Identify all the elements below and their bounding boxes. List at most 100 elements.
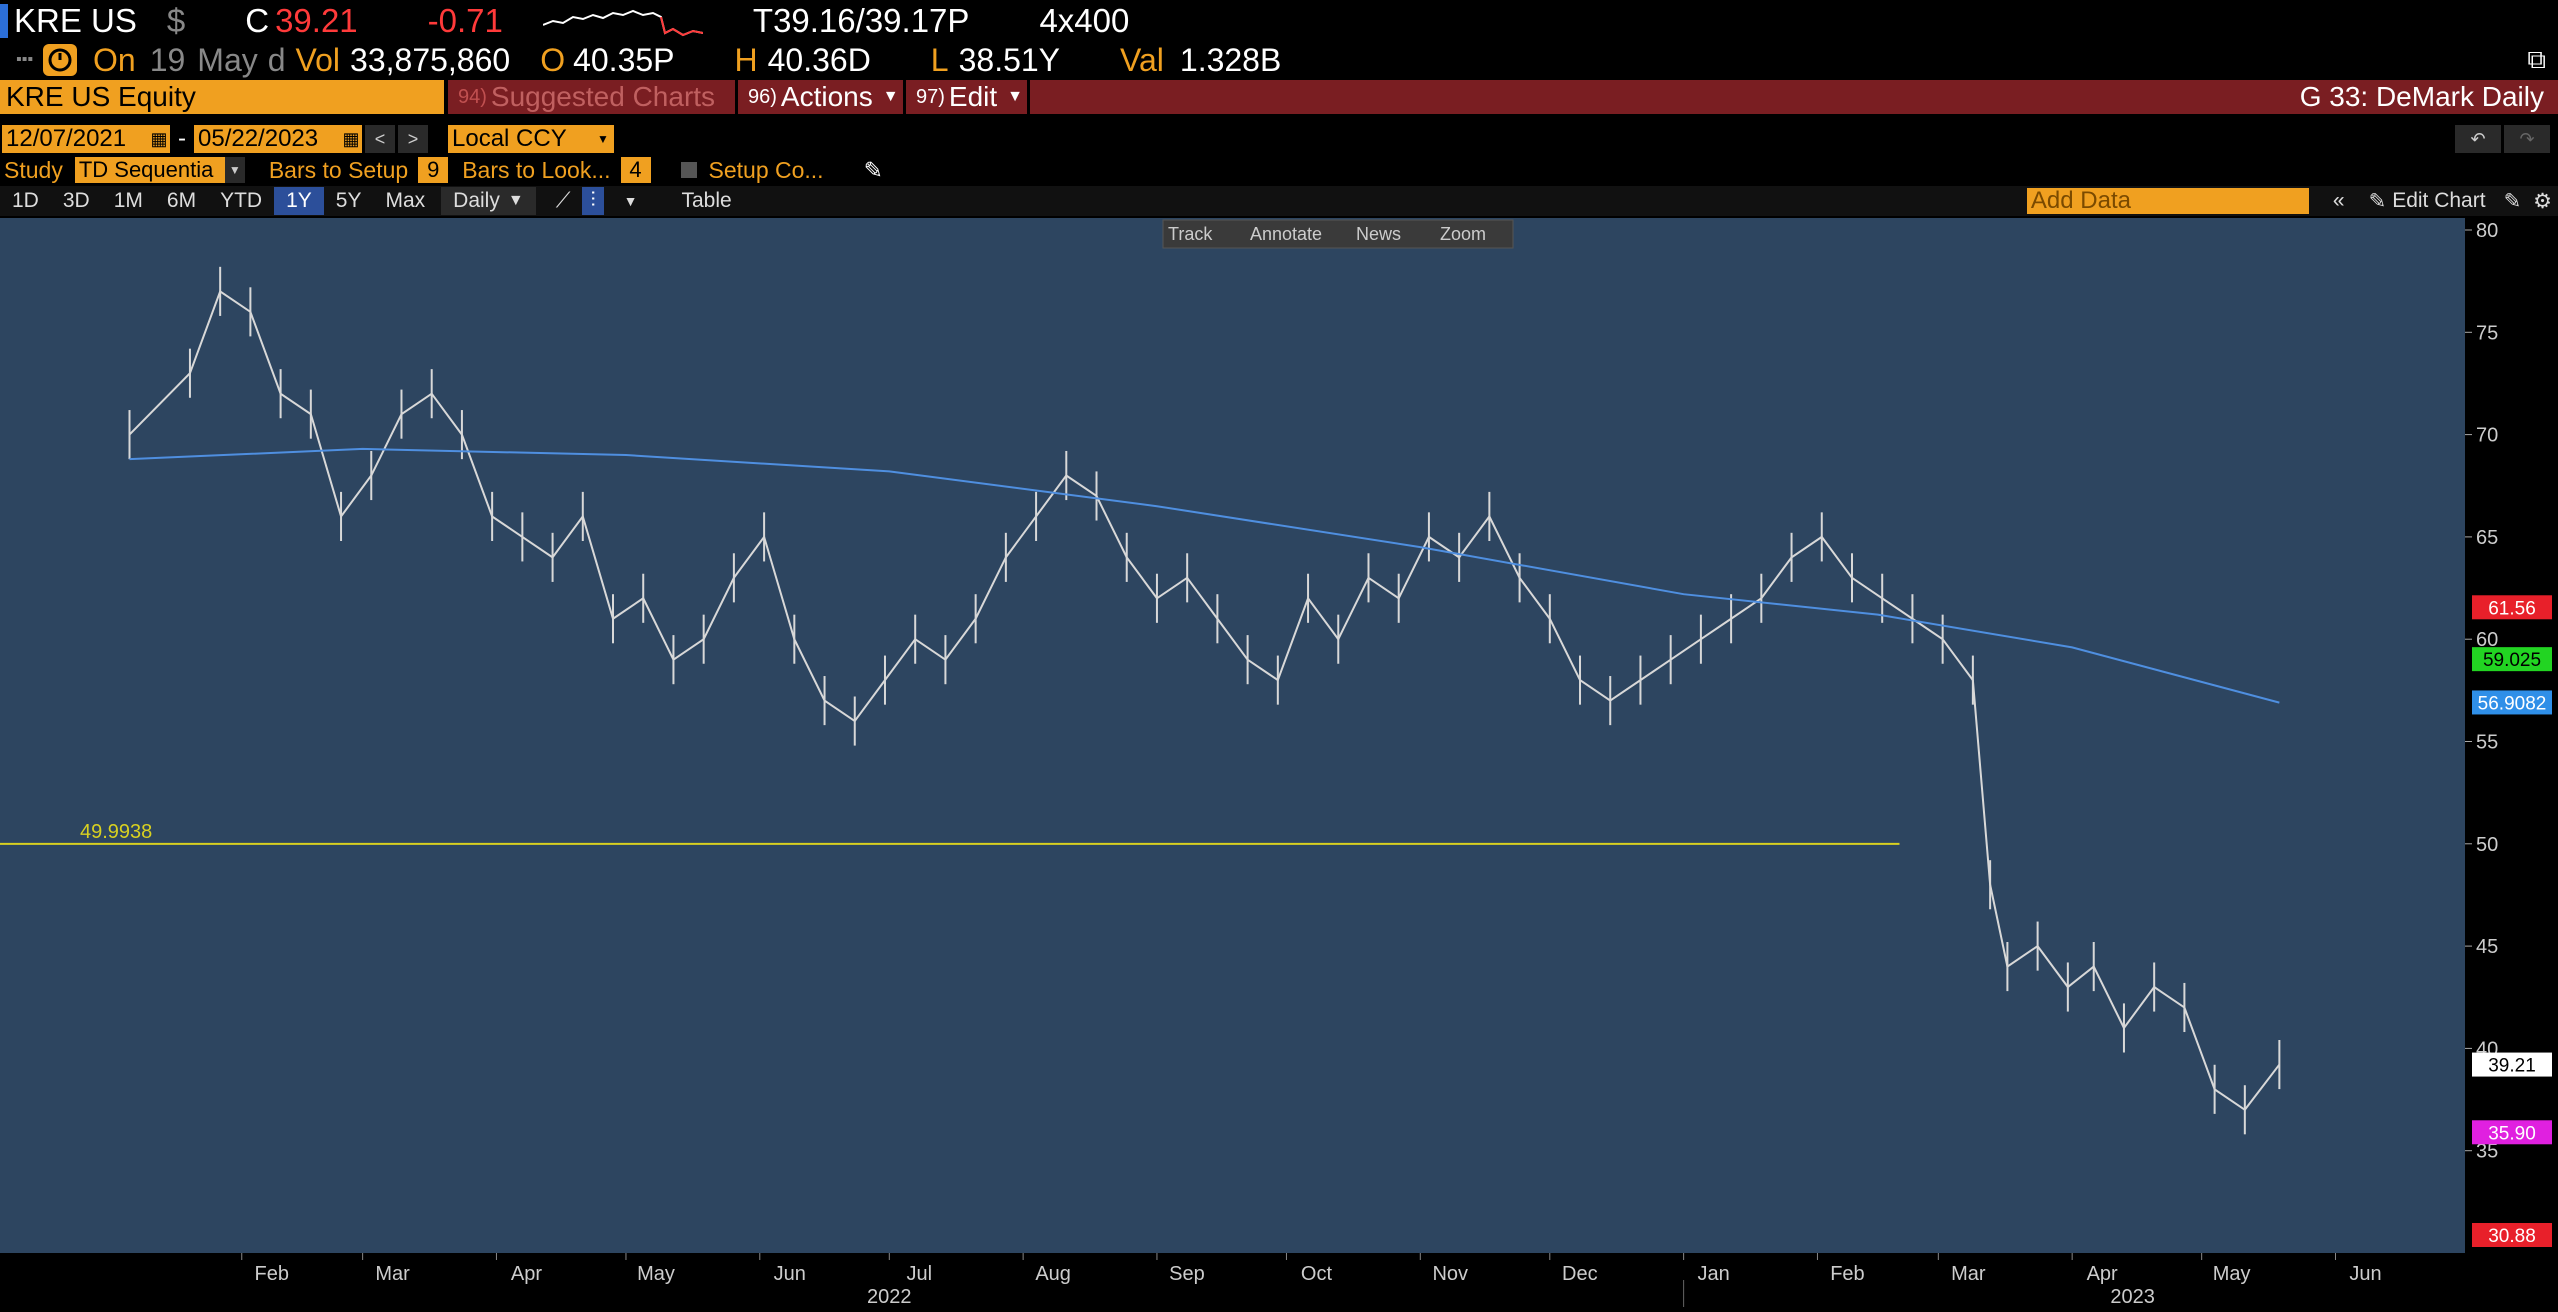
support-line-label: 49.9938 [80, 821, 152, 843]
bars-look-label: Bars to Look... [462, 156, 611, 183]
calendar-icon[interactable]: ▦ [148, 125, 170, 153]
setup-checkbox[interactable] [680, 162, 697, 178]
bars-setup-input[interactable]: 9 [418, 157, 449, 183]
security-field[interactable]: KRE US Equity [0, 80, 444, 114]
actions-button[interactable]: 96) Actions ▼ [738, 80, 906, 114]
x-tick-label: Apr [511, 1263, 542, 1285]
price-tag-label: 39.21 [2488, 1056, 2536, 1077]
next-arrow-icon[interactable]: > [398, 125, 428, 153]
study-select[interactable]: TD Sequentia [74, 157, 225, 183]
close-label: C [245, 2, 270, 39]
y-tick-label: 70 [2476, 425, 2498, 447]
bid-prefix: T [752, 2, 774, 39]
add-data-input[interactable]: Add Data [2026, 187, 2309, 214]
edit-button[interactable]: 97) Edit ▼ [906, 80, 1030, 114]
bid-ask-size: 4x400 [1039, 2, 1130, 39]
low-label: L [930, 41, 949, 78]
prev-arrow-icon[interactable]: < [365, 125, 395, 153]
x-tick-label: Jun [2349, 1263, 2381, 1285]
x-tick-label: Jul [907, 1263, 933, 1285]
tool-news[interactable]: News [1356, 224, 1401, 244]
line-chart-icon[interactable]: ⟋ [555, 189, 571, 212]
period-button-ytd[interactable]: YTD [220, 189, 263, 212]
price-series-line [128, 289, 2281, 1112]
tool-track[interactable]: Track [1168, 224, 1213, 244]
currency-select[interactable]: Local CCY [448, 125, 592, 153]
frequency-select[interactable]: Daily ▼ [441, 187, 536, 215]
range-separator: - [178, 125, 186, 152]
study-value: TD Sequentia [78, 157, 214, 182]
period-button-1d[interactable]: 1D [12, 189, 39, 212]
chart-tools-bar [1162, 219, 1514, 249]
x-tick-label: Nov [1432, 1263, 1468, 1285]
popout-icon[interactable]: ⧉ [2527, 44, 2546, 74]
bid-price: 39.16 [773, 2, 856, 39]
x-tick-label: Mar [1951, 1263, 1986, 1285]
gauge-icon[interactable] [43, 44, 78, 76]
add-data-placeholder: Add Data [2030, 187, 2131, 214]
period-button-1m[interactable]: 1M [113, 189, 143, 212]
quote-header: KRE US $ C 39.21 -0.71 T 39.16 / 39.17 P… [0, 0, 2558, 42]
x-tick-label: Apr [2087, 1263, 2118, 1285]
period-button-1y[interactable]: 1Y [274, 187, 324, 215]
pencil-icon: ✎ [2368, 189, 2387, 213]
bars-look-input[interactable]: 4 [620, 157, 651, 183]
table-button[interactable]: Table [670, 187, 744, 215]
period-button-max[interactable]: Max [385, 189, 426, 212]
pencil-icon[interactable]: ✎ [2503, 189, 2522, 213]
currency-symbol: $ [166, 2, 186, 39]
chevron-down-icon[interactable]: ▼ [623, 193, 638, 209]
period-button-3d[interactable]: 3D [62, 189, 90, 212]
pencil-icon[interactable]: ✎ [863, 156, 883, 183]
chevron-down-icon[interactable]: ▼ [224, 157, 245, 183]
value: 1.328B [1179, 41, 1282, 78]
tool-zoom[interactable]: Zoom [1440, 224, 1486, 244]
tool-annotate[interactable]: Annotate [1250, 224, 1322, 244]
undo-icon[interactable]: ↶ [2455, 125, 2501, 153]
date-suffix: d [267, 41, 286, 78]
period-button-6m[interactable]: 6M [166, 189, 197, 212]
bars-look-value: 4 [629, 157, 642, 182]
period-button-5y[interactable]: 5Y [335, 189, 362, 212]
x-tick-label: May [637, 1263, 675, 1285]
chart-area[interactable]: 35 40 45 50 55 60 65 70 75 80 Feb Mar Apr May Jun Jul A… [0, 218, 2558, 1308]
low-price: 38.51Y [958, 41, 1061, 78]
price-tag-label: 35.90 [2488, 1123, 2536, 1144]
calendar-icon[interactable]: ▦ [340, 125, 362, 153]
x-tick-label: Mar [375, 1263, 410, 1285]
y-axis-background [2465, 218, 2558, 1253]
chevron-down-icon: ▼ [882, 88, 899, 105]
redo-icon[interactable]: ↷ [2504, 125, 2550, 153]
study-label: Study [4, 156, 63, 183]
collapse-icon[interactable]: « [2332, 189, 2345, 212]
on-label: On [93, 41, 136, 78]
x-tick-label: Jan [1698, 1263, 1730, 1285]
start-date: 12/07/2021 [6, 125, 127, 152]
price-tag-box [2472, 595, 2552, 620]
x-tick-label: Feb [255, 1263, 289, 1285]
bars-setup-value: 9 [427, 157, 440, 182]
table-label: Table [681, 189, 732, 212]
period-buttons: 1D 3D 1M 6M YTD 1Y 5Y Max [0, 187, 437, 215]
chevron-down-icon[interactable]: ▼ [592, 125, 614, 153]
x-tick-label: May [2213, 1263, 2251, 1285]
x-year-label: 2022 [867, 1286, 912, 1307]
high-price: 40.36D [767, 41, 871, 78]
open-label: O [540, 41, 566, 78]
security-color-marker [0, 4, 8, 38]
volume: 33,875,860 [350, 41, 511, 78]
gear-icon[interactable]: ⚙ [2533, 189, 2552, 213]
start-date-input[interactable]: 12/07/2021 [2, 125, 148, 153]
price-tag-box [2472, 1222, 2552, 1247]
edit-label: Edit [948, 81, 998, 112]
bar-chart-icon[interactable]: ⫶ [582, 187, 604, 215]
suggested-charts-button[interactable]: 94) Suggested Charts [448, 80, 738, 114]
x-axis-background [0, 1253, 2558, 1307]
edit-chart-button[interactable]: ✎ Edit Chart [2357, 187, 2498, 215]
actions-label: Actions [780, 81, 873, 112]
y-tick-label: 35 [2476, 1141, 2498, 1163]
date-month: May [197, 41, 258, 78]
end-date-input[interactable]: 05/22/2023 [194, 125, 340, 153]
ticker[interactable]: KRE US [14, 2, 137, 39]
